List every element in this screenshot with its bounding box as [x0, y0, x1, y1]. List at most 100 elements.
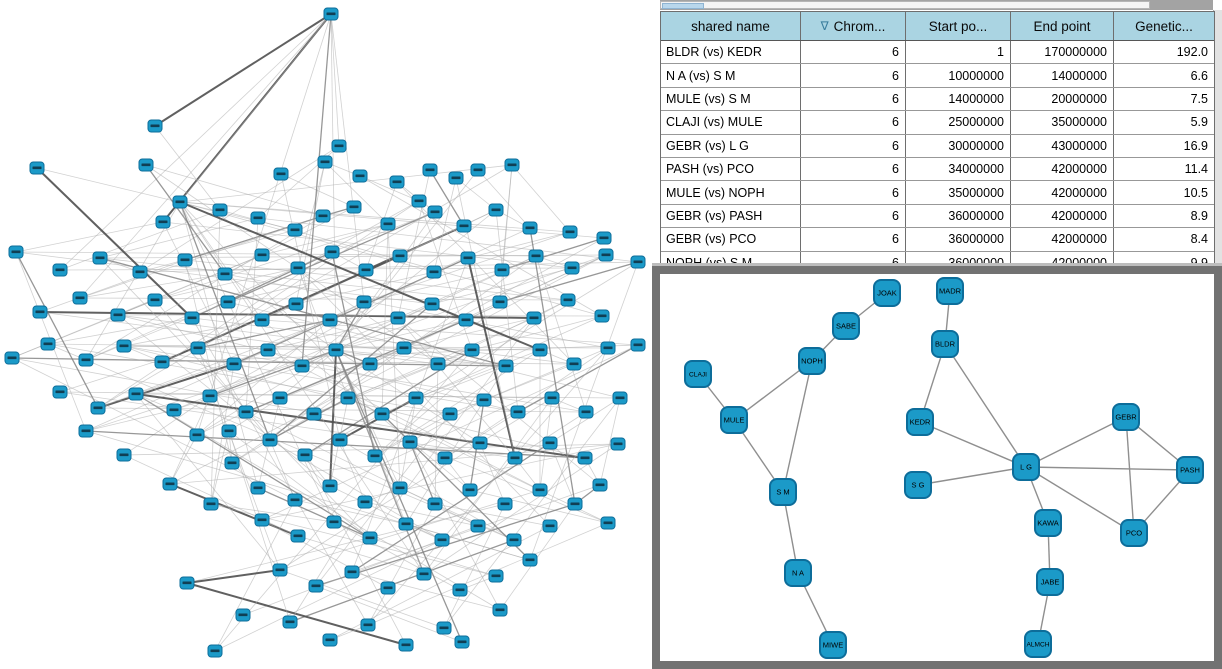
network-node[interactable] — [226, 357, 242, 371]
network-node[interactable] — [408, 391, 424, 405]
network-edge[interactable] — [330, 13, 340, 147]
network-node[interactable] — [260, 343, 276, 357]
network-node[interactable] — [92, 251, 108, 265]
network-node[interactable] — [138, 158, 154, 172]
network-node-almch[interactable]: ALMCH — [1024, 630, 1052, 658]
table-row[interactable]: GEBR (vs) PCO 6 36000000 42000000 8.4 — [661, 228, 1214, 252]
network-edge[interactable] — [191, 317, 369, 626]
network-node[interactable] — [498, 359, 514, 373]
network-edge[interactable] — [294, 499, 407, 525]
network-node[interactable] — [497, 497, 513, 511]
network-node[interactable] — [560, 293, 576, 307]
network-node[interactable] — [392, 481, 408, 495]
network-edge[interactable] — [499, 503, 576, 611]
network-node[interactable] — [460, 251, 476, 265]
column-header-start-po-[interactable]: Start po... — [906, 12, 1011, 40]
network-edge[interactable] — [944, 343, 1027, 468]
network-edge[interactable] — [339, 439, 366, 503]
network-edge[interactable] — [135, 393, 281, 571]
network-node[interactable] — [411, 194, 427, 208]
network-edge[interactable] — [154, 13, 332, 127]
network-edge[interactable] — [219, 209, 603, 317]
network-edge[interactable] — [210, 430, 230, 505]
network-edge[interactable] — [139, 145, 340, 273]
network-edge[interactable] — [99, 217, 259, 259]
network-node-bldr[interactable]: BLDR — [931, 330, 959, 358]
network-edge[interactable] — [335, 349, 507, 367]
network-node[interactable] — [328, 343, 344, 357]
network-node[interactable] — [272, 391, 288, 405]
network-node[interactable] — [488, 203, 504, 217]
network-node[interactable] — [416, 567, 432, 581]
network-node[interactable] — [564, 261, 580, 275]
network-edge[interactable] — [297, 267, 349, 399]
network-node[interactable] — [600, 516, 616, 530]
network-edge[interactable] — [209, 271, 435, 397]
network-edge[interactable] — [367, 503, 436, 626]
network-edge[interactable] — [117, 314, 519, 413]
network-node[interactable] — [250, 211, 266, 225]
network-edge[interactable] — [304, 454, 407, 646]
network-node[interactable] — [344, 565, 360, 579]
network-node-pco[interactable]: PCO — [1120, 519, 1148, 547]
network-edge[interactable] — [154, 267, 299, 301]
network-node[interactable] — [172, 195, 188, 209]
network-node[interactable] — [596, 231, 612, 245]
network-node[interactable] — [190, 341, 206, 355]
network-edge[interactable] — [495, 209, 519, 413]
network-node[interactable] — [358, 263, 374, 277]
network-edge[interactable] — [179, 13, 332, 203]
network-node-noph[interactable]: NOPH — [798, 347, 826, 375]
network-node[interactable] — [367, 449, 383, 463]
network-node[interactable] — [346, 200, 362, 214]
network-edge[interactable] — [409, 441, 501, 611]
network-edge[interactable] — [471, 315, 603, 351]
network-edge[interactable] — [782, 360, 813, 493]
network-edge[interactable] — [403, 237, 605, 349]
network-node[interactable] — [470, 519, 486, 533]
network-edge[interactable] — [297, 535, 425, 575]
network-node[interactable] — [437, 451, 453, 465]
network-node[interactable] — [592, 478, 608, 492]
network-node[interactable] — [542, 436, 558, 450]
network-edge[interactable] — [1025, 466, 1191, 471]
network-edge[interactable] — [403, 317, 535, 349]
network-node[interactable] — [448, 171, 464, 185]
network-edge[interactable] — [359, 175, 420, 202]
network-edge[interactable] — [297, 161, 326, 269]
hscrollbar-track[interactable] — [660, 1, 1150, 9]
network-edge[interactable] — [1025, 416, 1127, 468]
network-edge[interactable] — [179, 201, 263, 321]
network-edge[interactable] — [85, 215, 324, 361]
network-edge[interactable] — [179, 201, 425, 575]
large-network-canvas[interactable] — [0, 0, 652, 669]
network-node[interactable] — [315, 209, 331, 223]
network-node[interactable] — [72, 291, 88, 305]
network-edge[interactable] — [196, 349, 337, 436]
network-edge[interactable] — [409, 441, 436, 505]
network-edge[interactable] — [99, 257, 507, 367]
network-node[interactable] — [522, 553, 538, 567]
network-node-kedr[interactable]: KEDR — [906, 408, 934, 436]
network-node[interactable] — [287, 223, 303, 237]
network-node[interactable] — [116, 448, 132, 462]
network-node[interactable] — [492, 603, 508, 617]
network-node[interactable] — [427, 497, 443, 511]
network-node[interactable] — [472, 436, 488, 450]
network-edge[interactable] — [330, 13, 365, 303]
network-node[interactable] — [132, 265, 148, 279]
network-edge[interactable] — [196, 13, 332, 436]
network-edge[interactable] — [333, 521, 461, 591]
network-node[interactable] — [332, 433, 348, 447]
network-node[interactable] — [380, 217, 396, 231]
network-edge[interactable] — [59, 13, 332, 271]
network-node[interactable] — [452, 583, 468, 597]
network-edge[interactable] — [261, 344, 639, 521]
network-edge[interactable] — [331, 211, 436, 253]
network-edge[interactable] — [280, 173, 341, 441]
network-edge[interactable] — [289, 501, 366, 623]
network-edge[interactable] — [279, 569, 445, 629]
table-row[interactable]: GEBR (vs) PASH 6 36000000 42000000 8.9 — [661, 204, 1214, 229]
network-edge[interactable] — [59, 209, 221, 271]
network-edge[interactable] — [289, 539, 515, 623]
